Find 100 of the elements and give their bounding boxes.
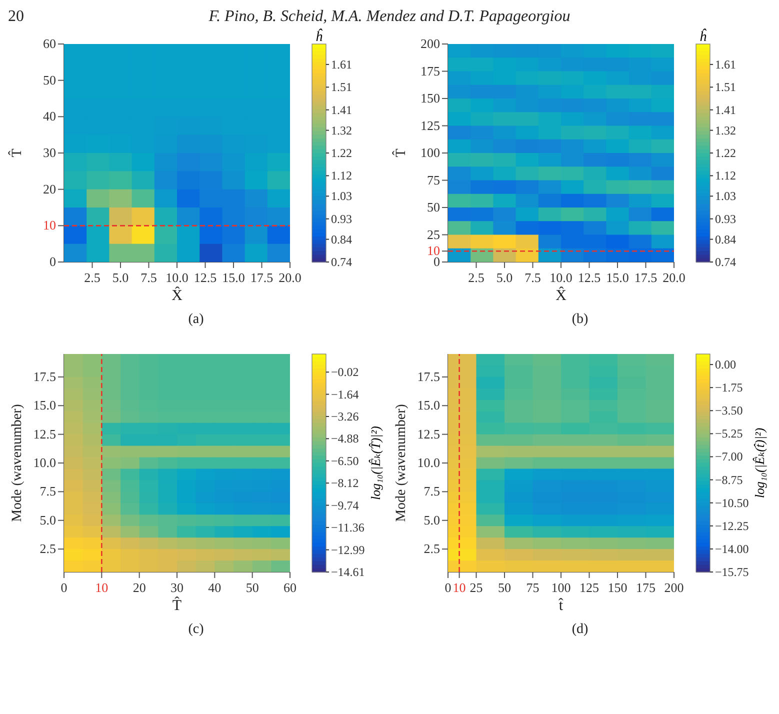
y-tick-label: 7.5 <box>424 484 440 499</box>
color-bar-label: −12.25 <box>715 518 749 533</box>
x-tick-label: 7.5 <box>524 270 541 285</box>
x-tick-label: 50 <box>498 580 511 595</box>
x-tick-label: 2.5 <box>84 270 100 285</box>
x-tick-label: 12.5 <box>578 270 601 285</box>
x-tick-label: 30 <box>170 580 184 595</box>
x-tick-label: 10 <box>95 580 108 595</box>
x-axis-title: X̂ <box>556 286 567 304</box>
color-bar-label: 1.22 <box>331 146 352 160</box>
x-tick-label: 20.0 <box>278 270 302 285</box>
x-tick-label: 150 <box>608 580 628 595</box>
y-tick-label: 0 <box>50 254 56 269</box>
color-bar-label: −6.50 <box>331 454 359 468</box>
y-tick-label: 5.0 <box>424 512 440 528</box>
y-tick-label: 12.5 <box>417 426 440 442</box>
color-bar-title: log₁₀(|Êₖ(T̂)|²) <box>368 426 383 500</box>
y-axis-title: T̂ <box>8 148 25 158</box>
color-bar-label: 1.61 <box>715 57 736 72</box>
x-tick-label: 20.0 <box>662 270 686 285</box>
y-tick-label: 30 <box>43 145 56 160</box>
color-bar-label: 0.74 <box>331 255 352 269</box>
x-tick-label: 15.0 <box>606 270 629 285</box>
color-bar-label: 1.51 <box>715 80 736 94</box>
y-tick-label: 10.0 <box>33 455 56 470</box>
x-tick-label: 20 <box>132 580 146 595</box>
y-tick-label: 200 <box>420 36 440 51</box>
text: (d) <box>570 622 590 638</box>
y-tick-label: 40 <box>43 108 56 124</box>
y-tick-label: 150 <box>420 90 440 106</box>
color-bar-label: −15.75 <box>715 565 749 579</box>
y-tick-label: 75 <box>427 172 440 188</box>
x-tick-label: 100 <box>551 580 571 595</box>
text: (c) <box>187 622 205 638</box>
color-bar-label: −12.99 <box>331 542 365 557</box>
color-bar-label: 0.74 <box>715 255 736 269</box>
color-bar-label: 1.12 <box>715 168 736 183</box>
x-tick-label: 10.0 <box>550 270 572 285</box>
y-tick-label: 50 <box>43 72 56 88</box>
x-axis-title: t̂ <box>558 597 564 614</box>
color-bar-label: 1.03 <box>715 189 736 204</box>
color-bar-label: 1.12 <box>331 168 352 183</box>
color-bar-label: −8.75 <box>715 472 743 487</box>
color-bar-title: log₁₀(|Êₖ(t̂)|²) <box>752 428 767 498</box>
x-tick-label: 40 <box>208 580 222 595</box>
x-axis-title: T̂ <box>172 596 182 614</box>
color-bar-label: −9.74 <box>331 498 359 512</box>
color-bar-label: 1.03 <box>331 189 352 204</box>
y-tick-label: 50 <box>427 200 440 214</box>
x-tick-label: 10.0 <box>166 270 188 285</box>
y-tick-label: 7.5 <box>40 484 56 499</box>
color-bar-label: −8.12 <box>331 476 359 490</box>
x-tick-label: 60 <box>284 580 296 595</box>
text: (b) <box>570 312 590 328</box>
y-tick-label: 2.5 <box>424 541 440 556</box>
color-bar-label: 1.32 <box>715 123 736 138</box>
x-tick-label: 2.5 <box>468 270 484 285</box>
color-bar-label: −3.50 <box>715 404 743 418</box>
color-bar-label: −1.75 <box>715 380 743 395</box>
y-tick-label: 175 <box>420 63 440 78</box>
x-tick-label: 75 <box>526 580 540 595</box>
color-bar-label: −3.26 <box>331 409 359 424</box>
y-tick-label: 20 <box>43 181 56 196</box>
color-bar-label: −0.02 <box>331 365 359 380</box>
y-tick-label: 17.5 <box>33 368 56 384</box>
y-tick-label: 15.0 <box>33 398 56 413</box>
y-tick-label: 10.0 <box>417 455 440 470</box>
color-bar-label: 0.93 <box>331 212 352 226</box>
x-tick-label: 5.0 <box>496 270 513 285</box>
color-bar-label: −7.00 <box>715 450 743 464</box>
color-bar-label: 1.32 <box>331 123 352 138</box>
text: (a) <box>187 312 205 328</box>
y-tick-label: 15.0 <box>417 398 440 413</box>
x-axis-title: X̂ <box>172 286 183 304</box>
color-bar-label: 1.41 <box>715 102 736 117</box>
color-bar-label: −4.88 <box>331 432 359 446</box>
x-tick-label: 175 <box>636 580 656 595</box>
y-tick-label: 100 <box>420 145 440 160</box>
y-axis-title: Mode (wavenumber) <box>10 404 25 522</box>
color-bar-label: 1.22 <box>715 146 736 160</box>
x-tick-label: 0 <box>444 580 452 595</box>
color-bar-label: 1.51 <box>331 80 352 94</box>
color-bar-label: 1.41 <box>331 102 352 117</box>
y-tick-label: 10 <box>43 218 56 233</box>
color-bar-label: −11.36 <box>331 520 364 534</box>
color-bar-label: −1.64 <box>331 387 359 402</box>
color-bar-label: 0.93 <box>715 212 736 226</box>
x-tick-label: 5.0 <box>112 270 129 285</box>
x-tick-label: 200 <box>664 580 684 595</box>
color-bar-label: 0.00 <box>715 358 736 372</box>
y-tick-label: 12.5 <box>33 426 56 442</box>
color-bar-title: ĥ <box>316 28 324 45</box>
x-tick-label: 12.5 <box>194 270 217 285</box>
color-bar-label: −5.25 <box>715 426 743 441</box>
color-bar-title: ĥ <box>700 28 708 45</box>
x-tick-label: 17.5 <box>634 270 658 285</box>
y-tick-label: 2.5 <box>40 541 56 556</box>
color-bar-label: 0.84 <box>331 232 352 246</box>
color-bar-label: 1.61 <box>331 57 352 72</box>
y-tick-label: 17.5 <box>417 368 440 384</box>
